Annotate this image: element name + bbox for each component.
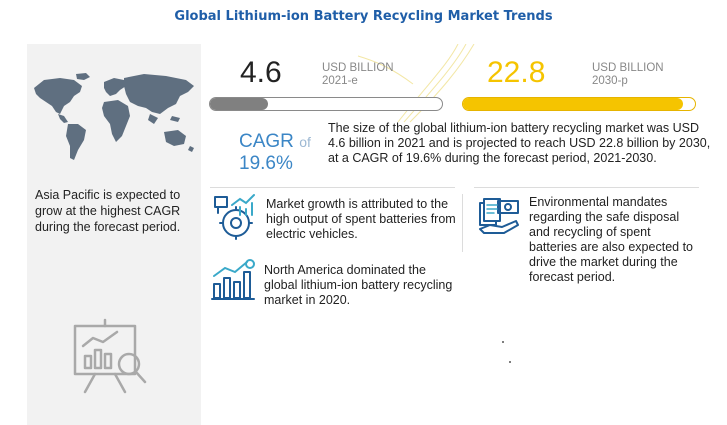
decorative-dot — [509, 361, 511, 363]
growth-gear-icon — [214, 194, 255, 240]
divider-right — [474, 187, 699, 188]
region-panel: Asia Pacific is expected to grow at the … — [27, 44, 201, 425]
cagr-label-row: CAGR of — [239, 131, 311, 153]
projected-market-value: 22.8 — [487, 56, 546, 89]
current-market-year: 2021-e — [322, 75, 358, 87]
projected-market-year: 2030-p — [592, 75, 628, 87]
current-value-bar-fill — [210, 98, 268, 110]
decorative-dot — [502, 341, 504, 343]
cagr-value: 19.6% — [239, 153, 293, 174]
cagr-label: CAGR — [239, 131, 294, 152]
projected-value-bar — [462, 97, 696, 111]
projected-value-bar-fill — [463, 98, 684, 110]
world-map-icon — [34, 73, 194, 160]
region-growth-text: Asia Pacific is expected to grow at the … — [35, 188, 181, 234]
insight-north-america: North America dominated the global lithi… — [264, 263, 453, 307]
insight-environmental-mandates: Environmental mandates regarding the saf… — [529, 195, 693, 284]
decorative-lines — [357, 44, 475, 123]
cagr-of-text: of — [299, 134, 311, 150]
projected-market-unit: USD BILLION — [592, 62, 664, 74]
current-market-value: 4.6 — [240, 56, 282, 89]
bar-chart-dollar-icon — [211, 259, 255, 300]
divider-vertical — [462, 194, 463, 252]
current-value-bar — [209, 97, 443, 111]
insight-ev-batteries: Market growth is attributed to the high … — [266, 197, 456, 241]
divider-left — [210, 187, 455, 188]
current-market-unit: USD BILLION — [322, 62, 394, 74]
documents-money-icon — [479, 198, 519, 234]
market-summary: The size of the global lithium-ion batte… — [328, 121, 711, 165]
page-title: Global Lithium-ion Battery Recycling Mar… — [174, 9, 553, 24]
analytics-presentation-icon — [73, 318, 147, 394]
